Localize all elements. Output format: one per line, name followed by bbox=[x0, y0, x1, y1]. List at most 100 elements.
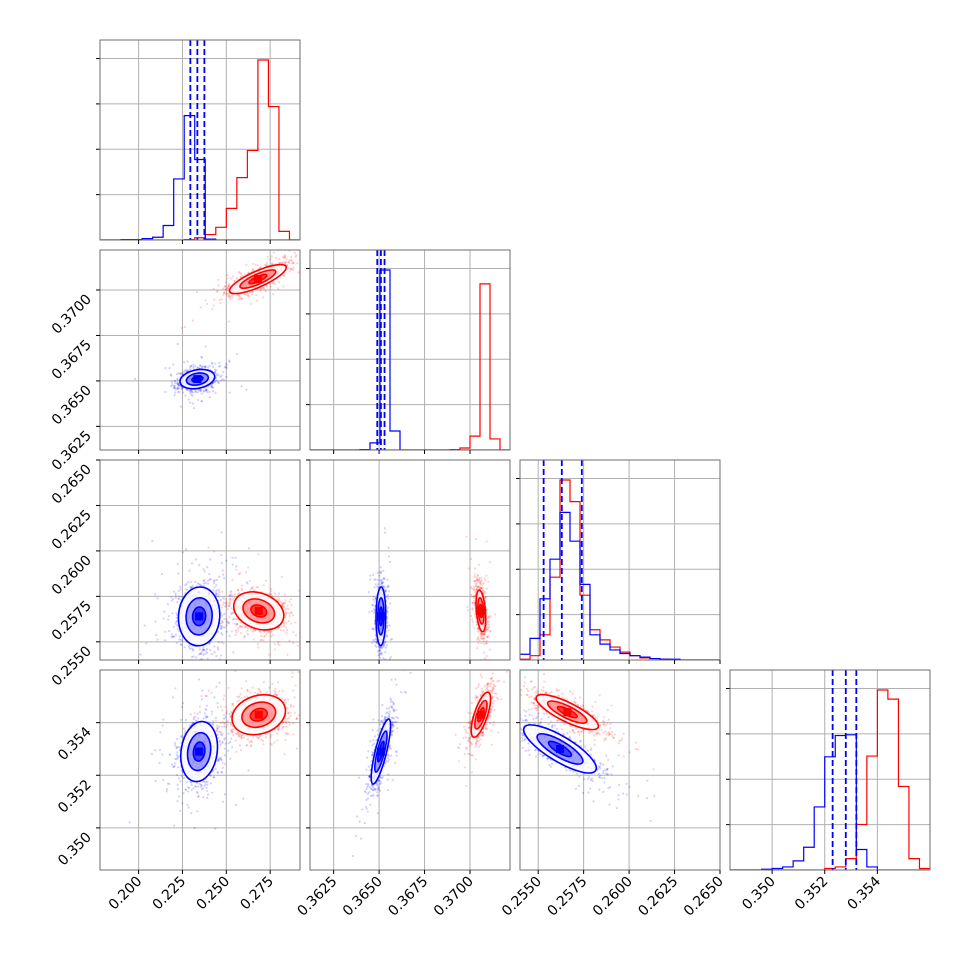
scatter-point bbox=[252, 638, 255, 641]
scatter-point bbox=[305, 645, 307, 647]
scatter-point bbox=[215, 578, 218, 582]
scatter-point bbox=[234, 622, 237, 626]
scatter-point bbox=[281, 261, 284, 264]
scatter-point bbox=[383, 642, 386, 645]
scatter-point bbox=[227, 287, 230, 290]
scatter-point bbox=[187, 389, 191, 392]
scatter-point bbox=[222, 573, 225, 576]
scatter-point bbox=[379, 647, 382, 650]
scatter-point bbox=[220, 632, 223, 635]
scatter-point bbox=[199, 583, 202, 587]
scatter-point bbox=[379, 652, 382, 655]
scatter-point bbox=[220, 531, 223, 534]
scatter-point bbox=[176, 628, 179, 631]
scatter-point bbox=[227, 284, 230, 288]
scatter-point bbox=[372, 595, 375, 598]
scatter-point bbox=[217, 284, 220, 287]
scatter-point bbox=[288, 612, 291, 615]
scatter-point bbox=[286, 628, 289, 632]
scatter-point bbox=[221, 603, 225, 606]
scatter-point bbox=[277, 592, 281, 595]
scatter-point bbox=[191, 585, 194, 589]
scatter-point bbox=[252, 629, 255, 632]
scatter-point bbox=[264, 289, 267, 292]
scatter-point bbox=[228, 294, 231, 297]
scatter-point bbox=[245, 571, 248, 574]
scatter-point bbox=[170, 596, 173, 599]
scatter-point bbox=[231, 296, 234, 299]
scatter-point bbox=[225, 601, 228, 604]
scatter-point bbox=[169, 384, 173, 388]
scatter-point bbox=[277, 597, 280, 600]
scatter-point bbox=[173, 384, 176, 388]
scatter-point bbox=[387, 590, 391, 593]
scatter-point bbox=[199, 652, 203, 655]
scatter-point bbox=[272, 251, 275, 254]
scatter-point bbox=[192, 655, 195, 658]
scatter-point bbox=[384, 651, 387, 654]
scatter-point bbox=[225, 375, 228, 378]
scatter-point bbox=[163, 610, 166, 613]
scatter-point bbox=[212, 704, 214, 706]
scatter-point bbox=[170, 599, 173, 602]
scatter-point bbox=[221, 614, 224, 617]
scatter-point bbox=[210, 652, 213, 656]
scatter-point bbox=[292, 630, 295, 634]
scatter-point bbox=[181, 551, 185, 554]
scatter-point bbox=[183, 645, 186, 649]
scatter-point bbox=[225, 598, 228, 601]
scatter-point bbox=[273, 592, 276, 595]
scatter-point bbox=[380, 579, 383, 582]
scatter-point bbox=[204, 365, 207, 369]
scatter-point bbox=[220, 622, 223, 625]
scatter-point bbox=[174, 594, 177, 597]
scatter-point bbox=[174, 388, 177, 391]
scatter-point bbox=[191, 649, 194, 652]
scatter-point bbox=[246, 627, 249, 630]
scatter-point bbox=[226, 273, 229, 277]
scatter-red-points bbox=[180, 250, 300, 330]
scatter-point bbox=[143, 624, 146, 627]
scatter-point bbox=[200, 400, 203, 403]
scatter-point bbox=[223, 612, 226, 616]
scatter-point bbox=[175, 616, 178, 619]
scatter-point bbox=[385, 589, 388, 592]
scatter-point bbox=[382, 643, 386, 646]
scatter-point bbox=[202, 584, 206, 587]
scatter-point bbox=[240, 589, 243, 592]
panel-frame-3-3 bbox=[729, 669, 931, 871]
scatter-point bbox=[473, 573, 477, 576]
scatter-point bbox=[189, 365, 192, 368]
scatter-point bbox=[386, 611, 389, 614]
scatter-point bbox=[220, 627, 223, 630]
scatter-point bbox=[245, 581, 249, 584]
scatter-point bbox=[191, 390, 194, 394]
scatter-point bbox=[193, 633, 196, 637]
scatter-point bbox=[282, 629, 285, 632]
scatter-point bbox=[202, 579, 205, 582]
scatter-point bbox=[210, 622, 214, 625]
scatter-point bbox=[302, 637, 304, 639]
scatter-point bbox=[227, 621, 231, 624]
scatter-point bbox=[240, 297, 243, 300]
scatter-point bbox=[264, 264, 268, 267]
scatter-point bbox=[248, 547, 251, 550]
scatter-point bbox=[179, 588, 182, 591]
scatter-point bbox=[285, 612, 288, 615]
scatter-point bbox=[233, 593, 236, 596]
scatter-point bbox=[379, 570, 382, 573]
scatter-point bbox=[374, 578, 377, 581]
scatter-point bbox=[386, 634, 389, 637]
scatter-point bbox=[224, 605, 227, 608]
scatter-point bbox=[282, 602, 286, 605]
scatter-point bbox=[178, 638, 181, 641]
scatter-point bbox=[290, 259, 293, 262]
scatter-point bbox=[231, 618, 235, 621]
scatter-point bbox=[190, 393, 193, 397]
scatter-point bbox=[224, 602, 228, 605]
scatter-point bbox=[196, 366, 199, 369]
scatter-point bbox=[186, 369, 190, 372]
scatter-point bbox=[377, 654, 380, 657]
scatter-point bbox=[211, 390, 215, 393]
scatter-point bbox=[225, 624, 228, 627]
